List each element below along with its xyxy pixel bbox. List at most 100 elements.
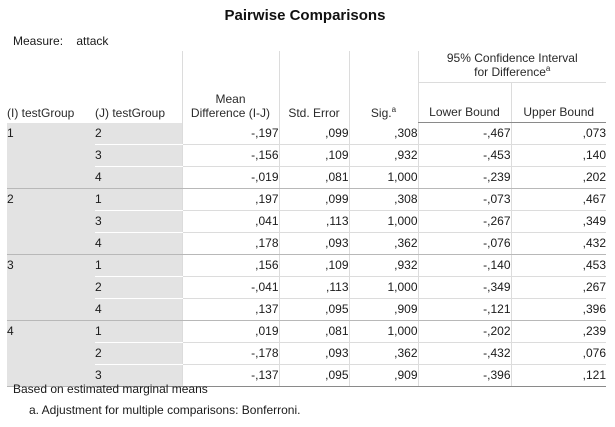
table-row: 2 1,197,099,308 -,073,467 xyxy=(7,188,606,255)
table-row: 3 1,156,109,932 -,140,453 xyxy=(7,254,606,321)
footnote-adjustment: a. Adjustment for multiple comparisons: … xyxy=(29,403,301,417)
std-error-cell: ,113 xyxy=(278,276,349,299)
j-group-cell: 2 xyxy=(95,122,182,145)
table-row: 2 -,041,113 1,000 -,349,267 xyxy=(7,276,606,299)
sig-cell: 1,000 xyxy=(348,210,418,233)
lower-bound-cell: -,453 xyxy=(417,144,511,167)
lower-bound-cell: -,432 xyxy=(417,342,511,365)
sig-cell: ,308 xyxy=(348,188,418,211)
mean-difference-cell: ,178 xyxy=(181,232,279,255)
header-ci-text: 95% Confidence Interval for Difference xyxy=(446,51,578,79)
upper-bound-cell: ,453 xyxy=(510,254,606,277)
j-group-cell: 3 xyxy=(95,144,182,167)
std-error-cell: ,099 xyxy=(278,188,349,211)
std-error-cell: ,099 xyxy=(278,122,349,145)
measure-line: Measure: attack xyxy=(13,34,108,48)
lower-bound-cell: -,073 xyxy=(417,188,511,211)
sig-cell: 1,000 xyxy=(348,276,418,299)
table-row: 3,041,113 1,000 -,267,349 xyxy=(7,210,606,233)
sig-cell: ,932 xyxy=(348,254,418,277)
header-upper-bound: Upper Bound xyxy=(510,82,606,123)
upper-bound-cell: ,140 xyxy=(510,144,606,167)
table-row: 1 2 -,197,099,308 -,467,073 xyxy=(7,122,606,189)
header-ci-wrap: 95% Confidence Interval for Differencea xyxy=(419,51,606,79)
table-row: 4 1,019,081 1,000 -,202,239 xyxy=(7,320,606,387)
i-group-cell: 4 xyxy=(7,320,95,387)
table-row: 3 -,156,109,932 -,453,140 xyxy=(7,144,606,167)
j-group-cell: 4 xyxy=(95,166,182,189)
table-title: Pairwise Comparisons xyxy=(224,7,386,24)
table-row: 4 -,019,081 1,000 -,239,202 xyxy=(7,166,606,189)
header-i-testgroup: (I) testGroup xyxy=(7,105,75,120)
mean-difference-cell: -,178 xyxy=(181,342,279,365)
std-error-cell: ,113 xyxy=(278,210,349,233)
lower-bound-cell: -,349 xyxy=(417,276,511,299)
header-ci-footnote-marker: a xyxy=(545,64,551,73)
j-group-cell: 3 xyxy=(95,364,182,387)
header-sig-text: Sig. xyxy=(370,105,392,120)
header-sig: Sig.a xyxy=(348,51,418,123)
upper-bound-cell: ,076 xyxy=(510,342,606,365)
lower-bound-cell: -,121 xyxy=(417,298,511,321)
header-mean-difference-text: Mean Difference (I-J) xyxy=(190,91,271,120)
mean-difference-cell: -,197 xyxy=(181,122,279,145)
sig-cell: 1,000 xyxy=(348,320,418,343)
upper-bound-cell: ,432 xyxy=(510,232,606,255)
sig-cell: ,308 xyxy=(348,122,418,145)
sig-cell: ,362 xyxy=(348,342,418,365)
upper-bound-cell: ,396 xyxy=(510,298,606,321)
table-row: 4,178,093,362 -,076,432 xyxy=(7,232,606,255)
j-group-cell: 1 xyxy=(95,188,182,211)
mean-difference-cell: ,137 xyxy=(181,298,279,321)
mean-difference-cell: -,041 xyxy=(181,276,279,299)
j-group-cell: 1 xyxy=(95,254,182,277)
std-error-cell: ,095 xyxy=(278,298,349,321)
std-error-cell: ,081 xyxy=(278,166,349,189)
table-row: 2 -,178,093,362 -,432,076 xyxy=(7,342,606,365)
lower-bound-cell: -,202 xyxy=(417,320,511,343)
lower-bound-cell: -,076 xyxy=(417,232,511,255)
mean-difference-cell: ,197 xyxy=(181,188,279,211)
measure-value: attack xyxy=(76,34,109,48)
table-row: 4,137,095,909 -,121,396 xyxy=(7,298,606,321)
upper-bound-cell: ,349 xyxy=(510,210,606,233)
measure-label: Measure: xyxy=(13,34,64,48)
lower-bound-cell: -,267 xyxy=(417,210,511,233)
j-group-cell: 1 xyxy=(95,320,182,343)
header-sig-footnote-marker: a xyxy=(391,104,397,114)
j-group-cell: 4 xyxy=(95,298,182,321)
std-error-cell: ,081 xyxy=(278,320,349,343)
pairwise-comparisons-table: (I) testGroup (J) testGroup Mean Differe… xyxy=(7,51,606,387)
std-error-cell: ,093 xyxy=(278,232,349,255)
i-group-cell: 1 xyxy=(7,122,95,189)
lower-bound-cell: -,396 xyxy=(417,364,511,387)
header-j-testgroup: (J) testGroup xyxy=(95,105,166,120)
i-group-cell: 3 xyxy=(7,254,95,321)
header-lower-bound: Lower Bound xyxy=(417,82,511,123)
upper-bound-cell: ,073 xyxy=(510,122,606,145)
std-error-cell: ,093 xyxy=(278,342,349,365)
upper-bound-cell: ,121 xyxy=(510,364,606,387)
mean-difference-cell: ,156 xyxy=(181,254,279,277)
upper-bound-cell: ,467 xyxy=(510,188,606,211)
sig-cell: ,932 xyxy=(348,144,418,167)
mean-difference-cell: -,137 xyxy=(181,364,279,387)
upper-bound-cell: ,239 xyxy=(510,320,606,343)
table-row: 3 -,137,095,909 -,396,121 xyxy=(7,364,606,387)
header-mean-difference: Mean Difference (I-J) xyxy=(181,51,279,123)
lower-bound-cell: -,140 xyxy=(417,254,511,277)
i-group-cell: 2 xyxy=(7,188,95,255)
lower-bound-cell: -,467 xyxy=(417,122,511,145)
mean-difference-cell: ,041 xyxy=(181,210,279,233)
upper-bound-cell: ,267 xyxy=(510,276,606,299)
j-group-cell: 2 xyxy=(95,342,182,365)
footnote-based-on: Based on estimated marginal means xyxy=(13,382,208,396)
upper-bound-cell: ,202 xyxy=(510,166,606,189)
sig-cell: ,362 xyxy=(348,232,418,255)
lower-bound-cell: -,239 xyxy=(417,166,511,189)
j-group-cell: 4 xyxy=(95,232,182,255)
std-error-cell: ,095 xyxy=(278,364,349,387)
std-error-cell: ,109 xyxy=(278,254,349,277)
sig-cell: 1,000 xyxy=(348,166,418,189)
sig-cell: ,909 xyxy=(348,298,418,321)
